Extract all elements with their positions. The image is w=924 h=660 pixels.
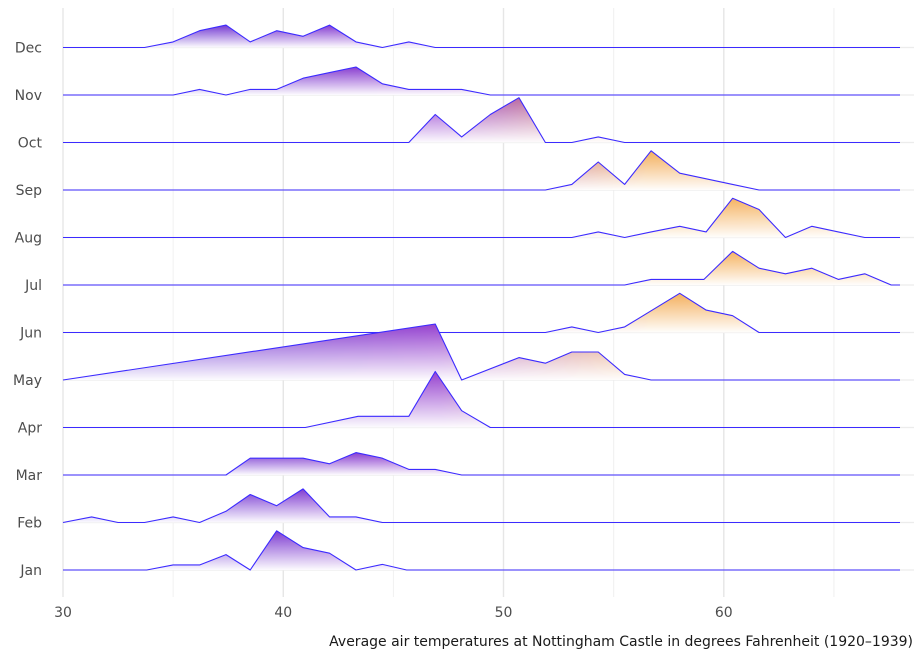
ridge-fill-mar (63, 452, 900, 475)
axis-layer: Jan Feb Mar Apr May Jun Jul Aug Sep Oct Nov Dec 30 40… (13, 41, 733, 622)
y-tick-label-mar: Mar (16, 468, 43, 484)
ridge-jul (63, 250, 900, 286)
y-tick-label-nov: Nov (15, 88, 42, 104)
y-tick-label-jan: Jan (19, 563, 42, 579)
ridge-fill-dec (63, 25, 900, 48)
y-tick-label-aug: Aug (15, 231, 42, 247)
ridge-fill-jan (63, 530, 900, 570)
y-tick-label-jun: Jun (19, 326, 42, 342)
ridge-sep (63, 150, 900, 191)
ridge-fill-jul (63, 251, 900, 285)
ridge-line-feb (62, 488, 900, 524)
y-tick-label-sep: Sep (16, 183, 43, 199)
ridge-jan (63, 530, 900, 571)
chart-caption: Average air temperatures at Nottingham C… (329, 634, 913, 650)
ridge-line-may (62, 323, 900, 381)
ridge-aug (63, 197, 900, 239)
y-tick-label-oct: Oct (18, 136, 43, 152)
ridge-layer (62, 24, 900, 571)
grid-layer (62, 8, 914, 597)
ridge-backing-nov (63, 67, 900, 95)
ridge-line-nov (63, 66, 900, 96)
ridge-fill-may (63, 324, 900, 380)
ridge-mar (63, 452, 900, 476)
ridge-line-jan (63, 530, 900, 571)
ridge-fill-oct (63, 97, 900, 143)
ridge-line-jul (63, 250, 900, 286)
ridge-backing-feb (63, 488, 900, 523)
ridge-jun (63, 292, 900, 334)
x-tick-label-60: 60 (715, 605, 733, 621)
ridge-may (62, 323, 900, 381)
ridge-fill-aug (63, 198, 900, 238)
ridge-fill-feb (63, 488, 900, 523)
ridge-line-dec (63, 24, 900, 49)
ridge-line-sep (63, 150, 900, 191)
y-tick-label-dec: Dec (15, 41, 42, 57)
ridge-backing-jan (63, 530, 900, 570)
ridge-nov (63, 66, 900, 96)
ridge-line-aug (63, 197, 900, 239)
ridge-backing-mar (63, 452, 900, 475)
ridge-fill-jun (63, 293, 900, 333)
ridge-line-jun (63, 292, 900, 334)
x-tick-label-40: 40 (274, 605, 292, 621)
y-tick-label-feb: Feb (17, 516, 42, 532)
ridge-line-apr (63, 370, 900, 429)
y-tick-label-may: May (13, 373, 42, 389)
ridge-line-oct (63, 97, 900, 144)
ridge-oct (63, 97, 900, 144)
ridge-apr (63, 370, 900, 429)
ridge-fill-sep (63, 150, 900, 190)
x-tick-label-50: 50 (495, 605, 513, 621)
ridge-backing-jun (63, 293, 900, 333)
ridge-backing-sep (63, 150, 900, 190)
y-tick-label-apr: Apr (18, 421, 42, 437)
ridge-dec (63, 24, 900, 49)
ridge-fill-nov (63, 67, 900, 95)
ridge-feb (62, 488, 900, 524)
y-tick-label-jul: Jul (24, 278, 42, 294)
ridge-line-mar (63, 452, 900, 476)
x-tick-label-30: 30 (54, 605, 72, 621)
